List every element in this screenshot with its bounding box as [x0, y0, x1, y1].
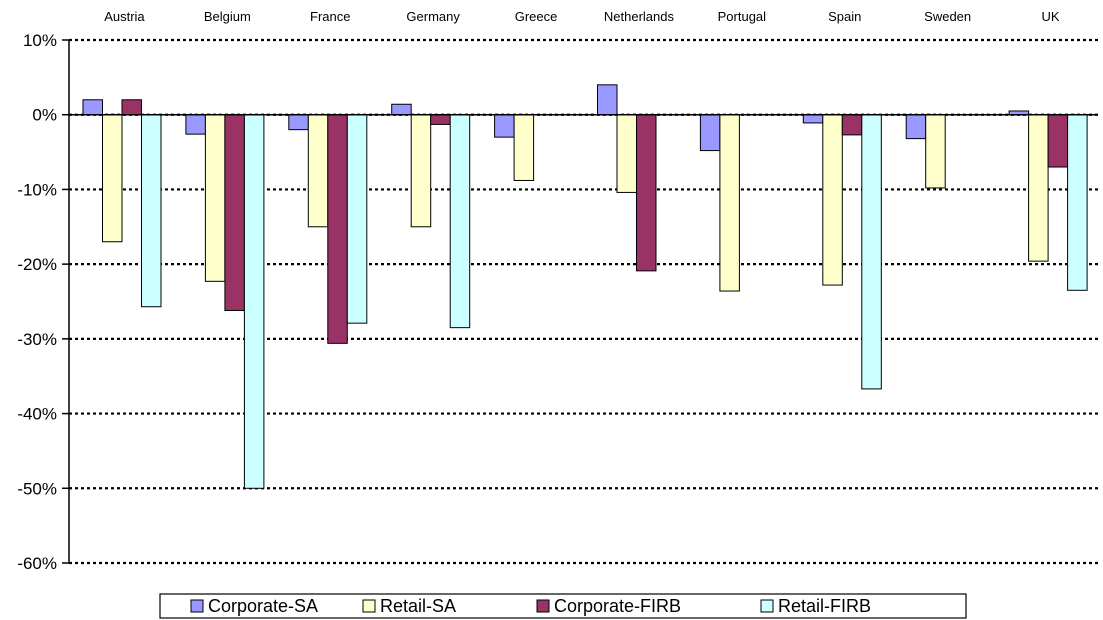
bar [204, 114, 226, 282]
bar [513, 114, 535, 181]
legend-box [159, 593, 967, 619]
bar [307, 114, 329, 228]
bar [121, 99, 142, 116]
bar [391, 103, 412, 116]
y-tick-label: -30% [17, 330, 57, 349]
bar [1047, 114, 1069, 168]
bar [141, 114, 162, 308]
y-tick-label: -10% [17, 180, 57, 199]
bar [905, 114, 927, 140]
bar [1028, 114, 1049, 262]
bar [288, 114, 309, 131]
category-label: Portugal [718, 9, 767, 24]
category-label: Netherlands [604, 9, 675, 24]
bar [410, 114, 432, 228]
bar [494, 114, 515, 138]
bar [925, 114, 946, 189]
category-label: Germany [406, 9, 460, 24]
bar [636, 114, 657, 272]
bar [841, 114, 863, 136]
y-tick-label: -60% [17, 554, 57, 573]
category-labels: Austria Belgium France Germany Greece Netherl… [104, 9, 1060, 24]
y-axis: 10% 0% -10% -20% -30% -40% -50% -60% [17, 31, 70, 573]
y-tick-label: 0% [32, 106, 57, 125]
legend-label: Retail-FIRB [778, 596, 871, 616]
bar [699, 114, 721, 152]
category-label: Greece [515, 9, 558, 24]
bar [430, 114, 451, 125]
legend-label: Corporate-SA [208, 596, 318, 616]
bar [719, 114, 740, 292]
bar [616, 114, 637, 193]
bar [243, 114, 265, 489]
legend-swatch [190, 599, 204, 613]
bar [1067, 114, 1088, 291]
bars [69, 84, 1098, 489]
legend-label: Retail-SA [380, 596, 456, 616]
bar [346, 114, 368, 324]
bar [597, 84, 618, 116]
y-tick-label: -20% [17, 255, 57, 274]
category-label: Spain [828, 9, 861, 24]
bar [449, 114, 471, 329]
bar [861, 114, 882, 390]
category-label: Austria [104, 9, 145, 24]
legend: Corporate-SA Retail-SA Corporate-FIRB Retai… [159, 593, 967, 619]
bar [82, 99, 103, 116]
category-label: Belgium [204, 9, 251, 24]
bar [822, 114, 843, 286]
y-tick-label: -50% [17, 479, 57, 498]
bar [327, 114, 348, 344]
legend-swatch [362, 599, 376, 613]
bar [185, 114, 206, 135]
y-tick-label: -40% [17, 405, 57, 424]
category-label: UK [1042, 9, 1060, 24]
legend-swatch [536, 599, 550, 613]
bar [224, 114, 245, 311]
category-label: Sweden [924, 9, 971, 24]
bar [802, 114, 824, 124]
bar [102, 114, 123, 243]
legend-swatch [760, 599, 774, 613]
legend-label: Corporate-FIRB [554, 596, 681, 616]
category-label: France [310, 9, 350, 24]
y-tick-label: 10% [23, 31, 57, 50]
